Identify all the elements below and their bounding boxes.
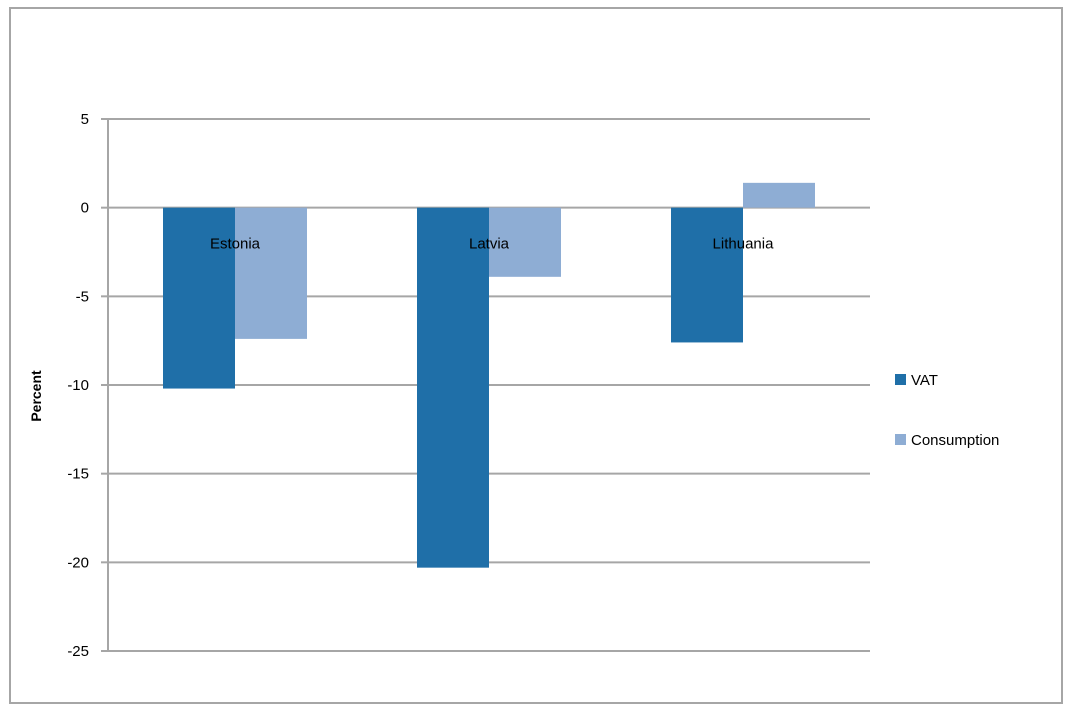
y-tick-label: -15 <box>67 466 89 483</box>
y-tick-label: 5 <box>81 111 89 128</box>
y-tick-label: -10 <box>67 377 89 394</box>
y-axis-title: Percent <box>28 370 44 422</box>
bar-consumption-estonia <box>235 207 307 339</box>
bar-consumption-latvia <box>489 207 561 277</box>
legend-swatch <box>895 434 906 445</box>
category-label: Latvia <box>469 236 510 253</box>
bar-vat-lithuania <box>671 207 743 343</box>
legend-label: VAT <box>911 372 938 389</box>
y-tick-labels: 5 0 -5 -10 -15 -20 -25 <box>67 111 89 660</box>
category-label: Lithuania <box>713 236 775 253</box>
y-tick-label: -25 <box>67 643 89 660</box>
bar-vat-latvia <box>417 207 489 568</box>
bars <box>163 182 815 568</box>
bar-vat-estonia <box>163 207 235 389</box>
category-labels: Estonia Latvia Lithuania <box>210 236 774 253</box>
category-label: Estonia <box>210 236 261 253</box>
legend-swatch <box>895 374 906 385</box>
legend-label: Consumption <box>911 432 999 449</box>
y-tick-label: 0 <box>81 200 89 217</box>
bar-consumption-lithuania <box>743 182 815 208</box>
y-tick-label: -20 <box>67 554 89 571</box>
legend: VAT Consumption <box>895 372 999 449</box>
y-tick-label: -5 <box>76 288 89 305</box>
